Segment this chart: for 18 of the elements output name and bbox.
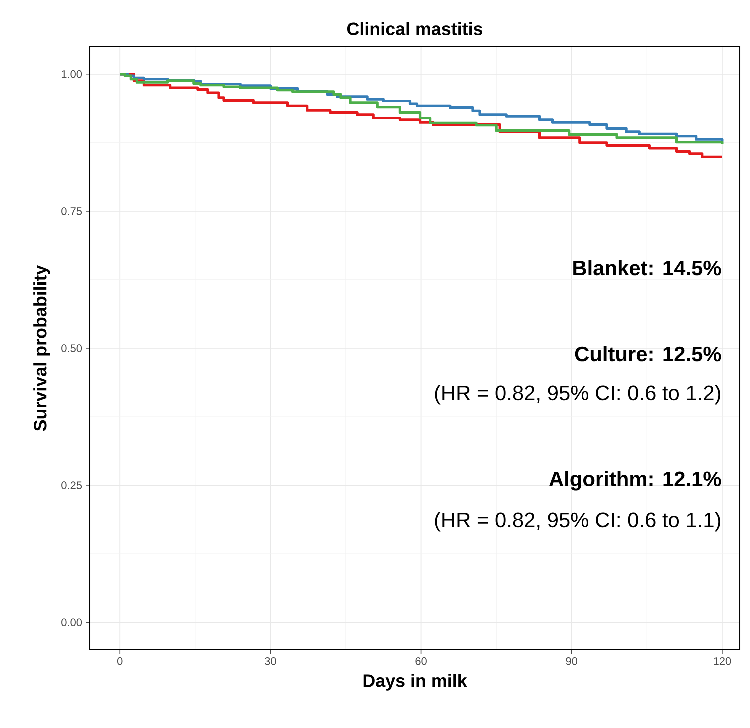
x-tick-label: 0 — [118, 658, 123, 666]
x-tick-label: 120 — [714, 658, 732, 666]
x-tick-label: 60 — [416, 658, 427, 666]
x-tick-label: 90 — [566, 658, 578, 666]
annotation: Culture: 12.5% — [575, 346, 722, 362]
annotation: (HR = 0.82, 95% CI: 0.6 to 1.1) — [435, 512, 720, 532]
y-tick-label: 1.00 — [62, 70, 82, 78]
chart-title: Clinical mastitis — [347, 22, 483, 36]
y-tick-label: 0.50 — [62, 344, 82, 352]
y-tick-label: 0.00 — [62, 618, 82, 626]
x-axis-title: Days in milk — [364, 674, 468, 691]
annotation: Blanket: 14.5% — [574, 260, 722, 276]
annotation: (HR = 0.82, 95% CI: 0.6 to 1.2) — [435, 385, 720, 405]
annotation: Algorithm: 12.1% — [549, 471, 722, 491]
x-tick-label: 30 — [265, 658, 276, 666]
y-tick-label: 0.75 — [62, 208, 82, 216]
y-tick-label: 0.25 — [62, 482, 82, 490]
y-axis-title: Survival probability — [34, 265, 50, 432]
